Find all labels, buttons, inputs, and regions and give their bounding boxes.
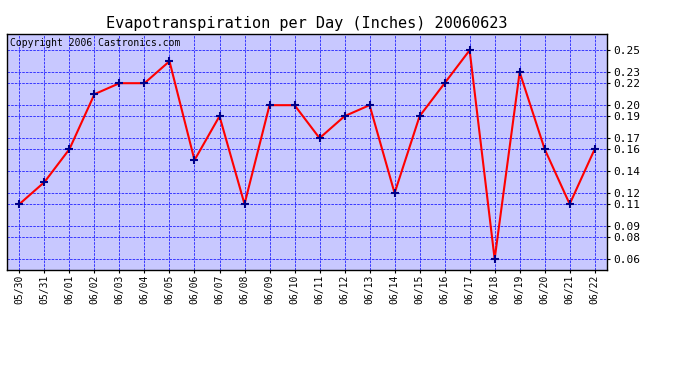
Title: Evapotranspiration per Day (Inches) 20060623: Evapotranspiration per Day (Inches) 2006… bbox=[106, 16, 508, 31]
Text: Copyright 2006 Castronics.com: Copyright 2006 Castronics.com bbox=[10, 39, 180, 48]
